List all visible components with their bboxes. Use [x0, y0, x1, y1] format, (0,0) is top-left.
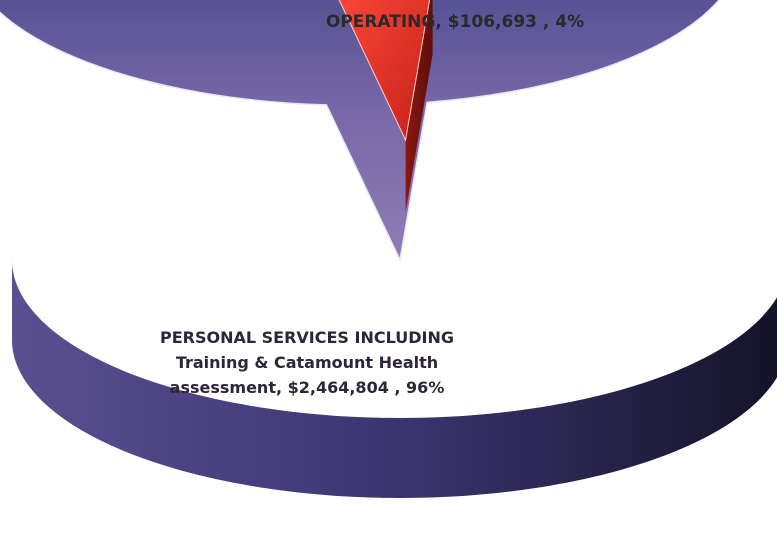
- slice-personal-services: [0, 0, 721, 263]
- data-label-line: PERSONAL SERVICES INCLUDING: [160, 328, 454, 347]
- slice-side-personal-services: [12, 260, 777, 498]
- data-label-line: OPERATING, $106,693 , 4%: [326, 12, 584, 32]
- slice-operating: [338, 0, 431, 142]
- data-label-line: Training & Catamount Health: [176, 353, 438, 372]
- data-label-line: assessment, $2,464,804 , 96%: [170, 378, 445, 397]
- data-label-operating: OPERATING, $106,693 , 4%: [326, 12, 584, 32]
- slice-side-operating: [405, 0, 433, 212]
- data-label-personal-services: PERSONAL SERVICES INCLUDING Training & Ca…: [160, 328, 454, 397]
